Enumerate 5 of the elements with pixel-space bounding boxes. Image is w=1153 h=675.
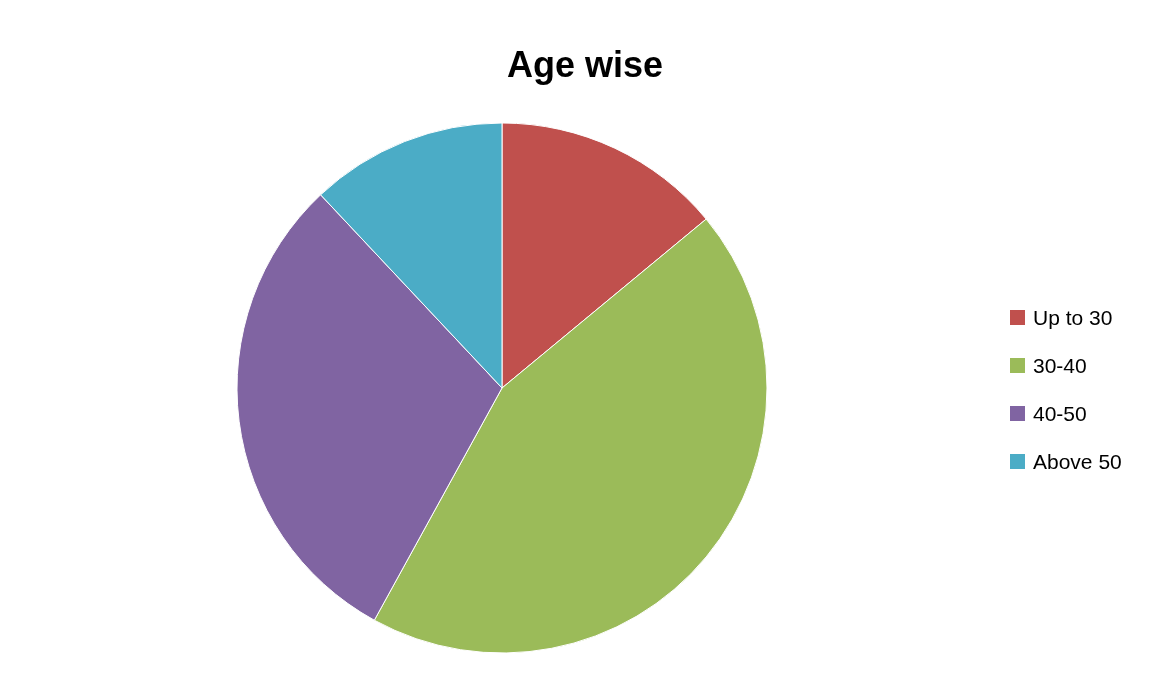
legend-label: 30-40 [1033, 354, 1087, 377]
legend-label: Up to 30 [1033, 306, 1113, 329]
legend-label: Above 50 [1033, 450, 1122, 473]
legend-label: 40-50 [1033, 402, 1087, 425]
chart-title: Age wise [506, 44, 664, 85]
